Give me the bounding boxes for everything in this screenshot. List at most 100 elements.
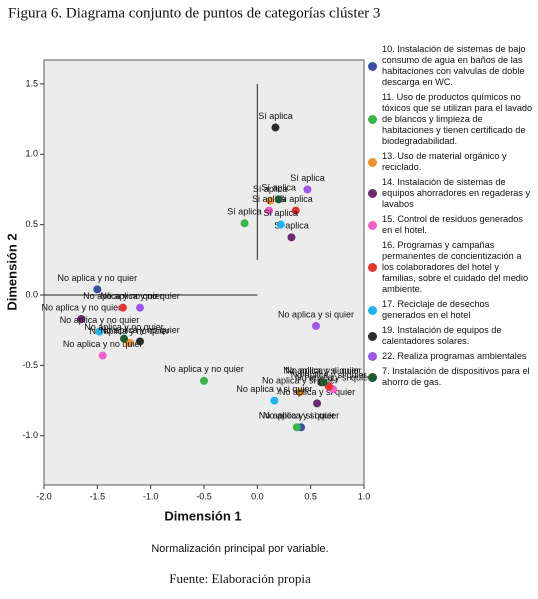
point-label: No aplica y si quier	[291, 370, 367, 380]
legend-marker	[368, 157, 377, 167]
legend-marker	[368, 263, 377, 272]
x-tick-label: -1.5	[90, 491, 106, 501]
point-label: Sí aplica	[290, 173, 325, 183]
legend-label: 15. Control de residuos generados en el …	[382, 214, 523, 235]
point-label: No aplica y si quier	[285, 366, 361, 376]
point-label: No aplica y no quier	[60, 315, 140, 325]
legend-marker	[368, 115, 377, 124]
legend-marker	[368, 305, 377, 315]
point-label: No aplica y si quier	[295, 373, 371, 383]
point	[93, 285, 102, 294]
y-tick-label: 1.0	[25, 149, 38, 159]
legend-label: 16. Programas y campañas permanentes de …	[382, 240, 529, 294]
point	[296, 388, 304, 397]
point	[125, 338, 134, 347]
legend-marker	[368, 331, 377, 341]
legend-label: 10. Instalación de sistemas de bajo cons…	[382, 44, 526, 87]
plot-area	[43, 59, 365, 486]
point	[240, 219, 249, 228]
point	[312, 321, 320, 330]
legend-marker	[368, 189, 377, 198]
legend: 10. Instalación de sistemas de bajo cons…	[368, 44, 534, 392]
point	[287, 233, 296, 242]
legend-item: 15. Control de residuos generados en el …	[368, 214, 534, 236]
point-label: No aplica y no quier	[84, 322, 164, 332]
point-label: Si aplica	[279, 194, 313, 204]
legend-label: 17. Reciclaje de desechos generados en e…	[382, 299, 490, 320]
point	[313, 399, 322, 408]
point-label: No aplica y si quier	[278, 309, 354, 319]
point	[291, 206, 300, 215]
x-axis-title: Dimensión 1	[164, 508, 241, 523]
point-label: No aplica y si quier	[236, 384, 312, 394]
x-tick-label: 0.0	[251, 491, 264, 501]
point-label: No aplica y si quier	[259, 411, 335, 421]
point	[324, 382, 333, 391]
chart-title: Figura 6. Diagrama conjunto de puntos de…	[8, 5, 380, 21]
legend-item: 14. Instalación de sistemas de equipos a…	[368, 177, 534, 210]
source: Fuente: Elaboración propia	[169, 571, 311, 586]
point	[265, 206, 274, 215]
point-label: No aplica y no quier	[100, 325, 180, 335]
point-label: Sí aplica	[253, 184, 288, 194]
point-label: Sí aplica	[274, 221, 309, 231]
point-label: Si aplica	[252, 194, 286, 204]
legend-marker	[368, 352, 377, 361]
x-tick-label: -1.0	[143, 491, 159, 501]
point-label: No aplica y no quier	[63, 339, 143, 349]
point	[271, 123, 280, 132]
point-label: No aplica y si quier	[262, 375, 338, 385]
legend-label: 19. Instalación de equipos de calentador…	[382, 325, 502, 346]
y-tick-label: -0.5	[22, 360, 38, 370]
point-label: No aplica y si quier	[283, 366, 359, 376]
x-tick-label: -0.5	[196, 491, 212, 501]
legend-marker	[368, 372, 377, 382]
x-tick-label: -2.0	[36, 491, 52, 501]
point	[319, 378, 328, 387]
legend-item: 17. Reciclaje de desechos generados en e…	[368, 299, 534, 321]
y-tick-label: 0.0	[25, 289, 38, 299]
point	[274, 195, 283, 204]
point-label: No aplica y no quier	[58, 273, 138, 283]
point-label: No aplica y no quier	[164, 364, 244, 374]
point	[200, 376, 208, 385]
point	[98, 351, 107, 360]
legend-item: 22. Realiza programas ambientales	[368, 351, 534, 362]
note: Normalización principal por variable.	[151, 543, 328, 555]
y-tick-label: 1.5	[25, 78, 38, 88]
legend-label: 22. Realiza programas ambientales	[382, 351, 527, 361]
legend-label: 7. Instalación de dispositivos para el a…	[382, 366, 530, 387]
point	[270, 396, 279, 405]
point	[120, 334, 128, 343]
point-label: No aplica y si quier	[279, 387, 355, 397]
y-tick-label: 0.5	[25, 219, 38, 229]
legend-item: 19. Instalación de equipos de calentador…	[368, 325, 534, 347]
point	[118, 303, 127, 312]
point-label: Sí aplica	[258, 111, 293, 121]
point-label: No aplica y no quier	[42, 302, 122, 312]
legend-marker	[368, 61, 377, 71]
y-tick-label: -1.0	[22, 430, 38, 440]
point-label: Sí aplica	[264, 208, 299, 218]
point-label: Sí aplica	[227, 207, 262, 217]
point-label: No aplica y no quier	[100, 291, 180, 301]
point	[292, 423, 301, 432]
legend-label: 13. Uso de material orgánico y reciclado…	[382, 151, 507, 172]
y-axis-title: Dimensión 2	[4, 233, 19, 310]
x-tick-label: 1.0	[358, 491, 371, 501]
legend-label: 11. Uso de productos químicos no tóxicos…	[382, 92, 533, 146]
legend-item: 16. Programas y campañas permanentes de …	[368, 240, 534, 295]
point-label: Sí aplica	[261, 183, 296, 193]
point-label: No aplica y no quier	[90, 326, 170, 336]
legend-item: 7. Instalación de dispositivos para el a…	[368, 366, 534, 388]
legend-marker	[368, 220, 377, 230]
point-label: No aplica y no quier	[83, 291, 163, 301]
point	[77, 314, 86, 323]
point	[303, 185, 312, 194]
point	[276, 220, 285, 229]
legend-item: 10. Instalación de sistemas de bajo cons…	[368, 44, 534, 88]
point	[95, 327, 104, 336]
point	[136, 303, 144, 312]
